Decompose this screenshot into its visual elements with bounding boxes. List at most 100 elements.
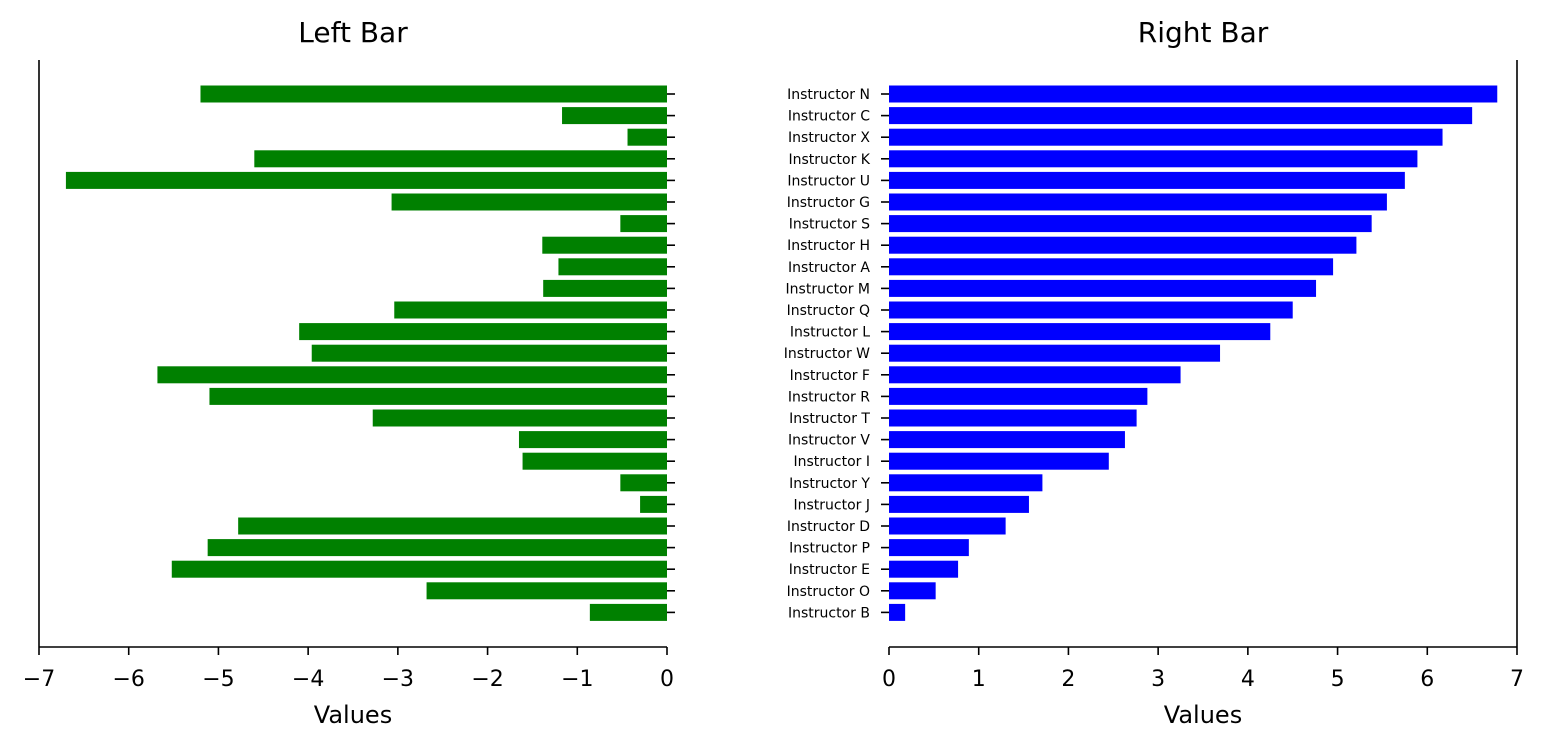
- left-x-tick-label: −5: [202, 667, 234, 692]
- left-bar: [207, 539, 668, 557]
- right-bar: [889, 582, 936, 600]
- left-bar: [562, 107, 667, 125]
- left-bar: [543, 279, 667, 297]
- left-bar: [372, 409, 667, 427]
- right-y-tick-label: Instructor B: [788, 605, 870, 621]
- right-bar: [889, 215, 1372, 233]
- right-x-tick-label: 2: [1061, 667, 1075, 692]
- right-y-tick-label: Instructor L: [790, 325, 870, 341]
- right-y-tick-label: Instructor J: [793, 497, 870, 513]
- right-bar: [889, 517, 1006, 535]
- left-bar: [558, 258, 667, 276]
- left-bars: [65, 85, 668, 621]
- right-y-tick-label: Instructor H: [787, 238, 870, 254]
- right-x-tick-label: 1: [972, 667, 986, 692]
- left-x-tick-label: −7: [23, 667, 55, 692]
- left-bar: [311, 344, 667, 362]
- left-x-axis-label: Values: [314, 701, 392, 729]
- right-bar: [889, 323, 1271, 341]
- right-bar: [889, 236, 1357, 254]
- right-y-tick-label: Instructor O: [787, 584, 870, 600]
- right-bar: [889, 279, 1317, 297]
- left-bar: [627, 128, 667, 146]
- right-bar: [889, 474, 1043, 492]
- right-bar: [889, 387, 1148, 405]
- left-x-tick-label: −3: [382, 667, 414, 692]
- left-bar: [157, 366, 667, 384]
- left-bar: [620, 215, 667, 233]
- right-y-tick-label: Instructor F: [790, 368, 870, 384]
- left-x-tick-label: −6: [112, 667, 144, 692]
- right-bar: [889, 539, 969, 557]
- right-y-tick-label: Instructor V: [788, 433, 870, 449]
- right-y-tick-label: Instructor Q: [787, 303, 870, 319]
- right-y-tick-label: Instructor A: [788, 260, 870, 276]
- right-y-tick-label: Instructor K: [788, 152, 870, 168]
- right-bar: [889, 431, 1125, 449]
- left-x-axis: −7 −6 −5 −4 −3 −2 −1 0: [23, 646, 674, 692]
- right-y-tick-label: Instructor U: [787, 173, 870, 189]
- left-bar: [238, 517, 667, 535]
- left-bar: [299, 323, 667, 341]
- right-bars: [889, 85, 1498, 621]
- right-bar: [889, 560, 959, 578]
- left-y-axis: [38, 60, 675, 647]
- left-bar-chart: Left Bar −7 −6 −5 −4 −3 −2 −1 0 Values: [23, 16, 675, 729]
- right-x-tick-label: 6: [1420, 667, 1434, 692]
- left-bar: [254, 150, 668, 168]
- right-x-axis: 0 1 2 3 4 5 6 7: [882, 646, 1524, 692]
- right-y-tick-label: Instructor R: [788, 389, 870, 405]
- right-y-tick-label: Instructor Y: [789, 476, 870, 492]
- left-bar: [589, 603, 667, 621]
- right-bar-chart: Right Bar 0 1 2 3 4 5 6 7 Instructor N Instructo…: [784, 16, 1524, 729]
- left-bar: [640, 495, 667, 513]
- left-bar: [522, 452, 667, 470]
- right-bar: [889, 452, 1109, 470]
- right-y-tick-label: Instructor C: [788, 109, 870, 125]
- left-x-tick-label: 0: [660, 667, 674, 692]
- right-y-tick-label: Instructor M: [786, 281, 870, 297]
- right-y-tick-label: Instructor N: [787, 87, 870, 103]
- right-x-axis-label: Values: [1164, 701, 1242, 729]
- left-bar: [65, 171, 667, 189]
- right-bar: [889, 366, 1181, 384]
- left-bar: [426, 582, 667, 600]
- right-bar: [889, 301, 1293, 319]
- right-bar: [889, 495, 1029, 513]
- left-bar: [542, 236, 667, 254]
- right-y-tick-label: Instructor W: [784, 346, 870, 362]
- right-bar: [889, 85, 1498, 103]
- right-bar: [889, 171, 1405, 189]
- left-bar: [171, 560, 667, 578]
- left-bar: [200, 85, 667, 103]
- right-x-tick-label: 3: [1151, 667, 1165, 692]
- right-bar: [889, 258, 1334, 276]
- right-y-tick-label: Instructor P: [789, 541, 870, 557]
- left-bar: [391, 193, 667, 211]
- right-bar: [889, 128, 1443, 146]
- right-x-tick-label: 4: [1241, 667, 1255, 692]
- left-chart-title: Left Bar: [298, 16, 408, 49]
- right-bar: [889, 150, 1418, 168]
- right-bar: [889, 193, 1387, 211]
- right-y-tick-label: Instructor I: [793, 454, 870, 470]
- right-bar: [889, 603, 906, 621]
- right-y-tick-label: Instructor E: [789, 562, 870, 578]
- right-x-tick-label: 0: [882, 667, 896, 692]
- right-bar: [889, 107, 1473, 125]
- right-y-tick-label: Instructor G: [787, 195, 870, 211]
- right-bar: [889, 409, 1137, 427]
- left-bar: [620, 474, 667, 492]
- left-bar: [394, 301, 667, 319]
- right-x-tick-label: 7: [1510, 667, 1524, 692]
- right-chart-title: Right Bar: [1138, 16, 1269, 49]
- right-bar: [889, 344, 1221, 362]
- left-x-tick-label: −4: [292, 667, 324, 692]
- left-bar: [209, 387, 667, 405]
- right-y-tick-label: Instructor S: [789, 217, 870, 233]
- right-x-tick-label: 5: [1331, 667, 1345, 692]
- left-bar: [518, 431, 667, 449]
- right-y-axis: Instructor N Instructor C Instructor X Inst…: [784, 60, 1518, 647]
- right-y-tick-label: Instructor D: [787, 519, 870, 535]
